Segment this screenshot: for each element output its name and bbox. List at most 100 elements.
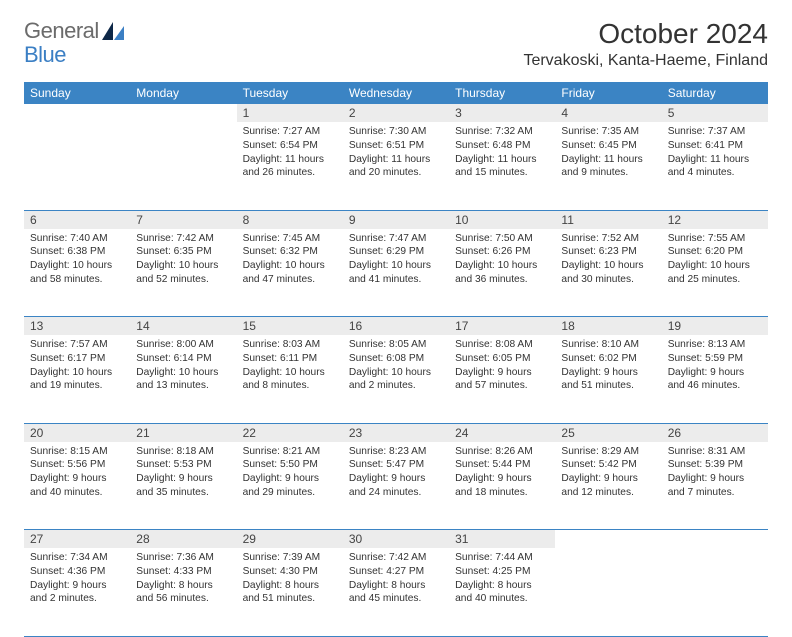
sunrise-text: Sunrise: 7:57 AM	[30, 338, 124, 352]
day-cell: Sunrise: 8:05 AMSunset: 6:08 PMDaylight:…	[343, 335, 449, 423]
location: Tervakoski, Kanta-Haeme, Finland	[523, 52, 768, 70]
day-number: 9	[343, 210, 449, 229]
sunrise-text: Sunrise: 8:08 AM	[455, 338, 549, 352]
day-cell-body: Sunrise: 8:03 AMSunset: 6:11 PMDaylight:…	[237, 335, 343, 399]
sunset-text: Sunset: 6:32 PM	[243, 245, 337, 259]
sunset-text: Sunset: 6:20 PM	[668, 245, 762, 259]
day-number	[130, 104, 236, 122]
sunrise-text: Sunrise: 8:10 AM	[561, 338, 655, 352]
day-number: 20	[24, 423, 130, 442]
daylight-text: Daylight: 10 hours and 52 minutes.	[136, 259, 230, 287]
daylight-text: Daylight: 10 hours and 36 minutes.	[455, 259, 549, 287]
day-number: 1	[237, 104, 343, 122]
day-number: 17	[449, 317, 555, 336]
daynum-row: 2728293031	[24, 530, 768, 549]
sunset-text: Sunset: 4:27 PM	[349, 565, 443, 579]
day-cell: Sunrise: 7:42 AMSunset: 4:27 PMDaylight:…	[343, 548, 449, 636]
day-cell-body: Sunrise: 8:10 AMSunset: 6:02 PMDaylight:…	[555, 335, 661, 399]
day-cell: Sunrise: 8:26 AMSunset: 5:44 PMDaylight:…	[449, 442, 555, 530]
day-cell-body: Sunrise: 8:15 AMSunset: 5:56 PMDaylight:…	[24, 442, 130, 506]
day-number: 23	[343, 423, 449, 442]
sunset-text: Sunset: 5:44 PM	[455, 458, 549, 472]
day-cell: Sunrise: 7:27 AMSunset: 6:54 PMDaylight:…	[237, 122, 343, 210]
day-number: 25	[555, 423, 661, 442]
day-header: Wednesday	[343, 82, 449, 104]
daylight-text: Daylight: 10 hours and 25 minutes.	[668, 259, 762, 287]
daynum-row: 6789101112	[24, 210, 768, 229]
sunset-text: Sunset: 5:59 PM	[668, 352, 762, 366]
day-cell-body: Sunrise: 7:50 AMSunset: 6:26 PMDaylight:…	[449, 229, 555, 293]
sunrise-text: Sunrise: 7:39 AM	[243, 551, 337, 565]
day-cell: Sunrise: 7:40 AMSunset: 6:38 PMDaylight:…	[24, 229, 130, 317]
day-cell-body: Sunrise: 7:42 AMSunset: 6:35 PMDaylight:…	[130, 229, 236, 293]
day-cell	[662, 548, 768, 636]
day-header: Monday	[130, 82, 236, 104]
day-cell: Sunrise: 7:36 AMSunset: 4:33 PMDaylight:…	[130, 548, 236, 636]
day-number: 28	[130, 530, 236, 549]
sunrise-text: Sunrise: 8:26 AM	[455, 445, 549, 459]
logo: General	[24, 18, 126, 44]
day-cell-body: Sunrise: 8:31 AMSunset: 5:39 PMDaylight:…	[662, 442, 768, 506]
sunset-text: Sunset: 4:33 PM	[136, 565, 230, 579]
sunset-text: Sunset: 6:48 PM	[455, 139, 549, 153]
day-cell	[555, 548, 661, 636]
day-cell-body: Sunrise: 8:00 AMSunset: 6:14 PMDaylight:…	[130, 335, 236, 399]
day-header: Friday	[555, 82, 661, 104]
day-cell-body: Sunrise: 8:26 AMSunset: 5:44 PMDaylight:…	[449, 442, 555, 506]
sunset-text: Sunset: 6:08 PM	[349, 352, 443, 366]
day-cell: Sunrise: 8:18 AMSunset: 5:53 PMDaylight:…	[130, 442, 236, 530]
sunset-text: Sunset: 6:14 PM	[136, 352, 230, 366]
day-number: 26	[662, 423, 768, 442]
sunrise-text: Sunrise: 7:37 AM	[668, 125, 762, 139]
day-cell: Sunrise: 8:21 AMSunset: 5:50 PMDaylight:…	[237, 442, 343, 530]
sunrise-text: Sunrise: 8:29 AM	[561, 445, 655, 459]
sunrise-text: Sunrise: 7:44 AM	[455, 551, 549, 565]
day-number: 8	[237, 210, 343, 229]
day-cell: Sunrise: 7:45 AMSunset: 6:32 PMDaylight:…	[237, 229, 343, 317]
sunset-text: Sunset: 5:39 PM	[668, 458, 762, 472]
daylight-text: Daylight: 11 hours and 20 minutes.	[349, 153, 443, 181]
day-number: 21	[130, 423, 236, 442]
day-cell: Sunrise: 8:00 AMSunset: 6:14 PMDaylight:…	[130, 335, 236, 423]
day-number: 2	[343, 104, 449, 122]
sunset-text: Sunset: 5:47 PM	[349, 458, 443, 472]
day-number	[24, 104, 130, 122]
sunrise-text: Sunrise: 7:27 AM	[243, 125, 337, 139]
day-cell-body: Sunrise: 7:47 AMSunset: 6:29 PMDaylight:…	[343, 229, 449, 293]
day-cell-body: Sunrise: 8:21 AMSunset: 5:50 PMDaylight:…	[237, 442, 343, 506]
day-number: 27	[24, 530, 130, 549]
day-cell: Sunrise: 7:34 AMSunset: 4:36 PMDaylight:…	[24, 548, 130, 636]
daylight-text: Daylight: 11 hours and 15 minutes.	[455, 153, 549, 181]
sunrise-text: Sunrise: 7:42 AM	[349, 551, 443, 565]
day-header: Thursday	[449, 82, 555, 104]
sunset-text: Sunset: 5:56 PM	[30, 458, 124, 472]
day-cell: Sunrise: 7:52 AMSunset: 6:23 PMDaylight:…	[555, 229, 661, 317]
sunrise-text: Sunrise: 8:15 AM	[30, 445, 124, 459]
sunset-text: Sunset: 6:35 PM	[136, 245, 230, 259]
day-cell: Sunrise: 7:44 AMSunset: 4:25 PMDaylight:…	[449, 548, 555, 636]
daylight-text: Daylight: 8 hours and 51 minutes.	[243, 579, 337, 607]
day-cell-body: Sunrise: 8:08 AMSunset: 6:05 PMDaylight:…	[449, 335, 555, 399]
sunrise-text: Sunrise: 8:13 AM	[668, 338, 762, 352]
sunset-text: Sunset: 6:41 PM	[668, 139, 762, 153]
sunrise-text: Sunrise: 8:18 AM	[136, 445, 230, 459]
daylight-text: Daylight: 9 hours and 24 minutes.	[349, 472, 443, 500]
day-cell: Sunrise: 7:42 AMSunset: 6:35 PMDaylight:…	[130, 229, 236, 317]
sunset-text: Sunset: 6:38 PM	[30, 245, 124, 259]
day-cell-body: Sunrise: 7:45 AMSunset: 6:32 PMDaylight:…	[237, 229, 343, 293]
day-header: Sunday	[24, 82, 130, 104]
logo-blue-wrap: Blue	[24, 42, 66, 68]
day-header: Tuesday	[237, 82, 343, 104]
daylight-text: Daylight: 10 hours and 30 minutes.	[561, 259, 655, 287]
sunrise-text: Sunrise: 8:21 AM	[243, 445, 337, 459]
day-cell: Sunrise: 8:08 AMSunset: 6:05 PMDaylight:…	[449, 335, 555, 423]
daylight-text: Daylight: 8 hours and 40 minutes.	[455, 579, 549, 607]
day-number	[555, 530, 661, 549]
day-cell-body: Sunrise: 7:44 AMSunset: 4:25 PMDaylight:…	[449, 548, 555, 612]
day-cell: Sunrise: 7:57 AMSunset: 6:17 PMDaylight:…	[24, 335, 130, 423]
sunrise-text: Sunrise: 7:55 AM	[668, 232, 762, 246]
day-cell-body: Sunrise: 7:37 AMSunset: 6:41 PMDaylight:…	[662, 122, 768, 186]
sunset-text: Sunset: 6:29 PM	[349, 245, 443, 259]
day-cell-body: Sunrise: 7:42 AMSunset: 4:27 PMDaylight:…	[343, 548, 449, 612]
daylight-text: Daylight: 9 hours and 51 minutes.	[561, 366, 655, 394]
